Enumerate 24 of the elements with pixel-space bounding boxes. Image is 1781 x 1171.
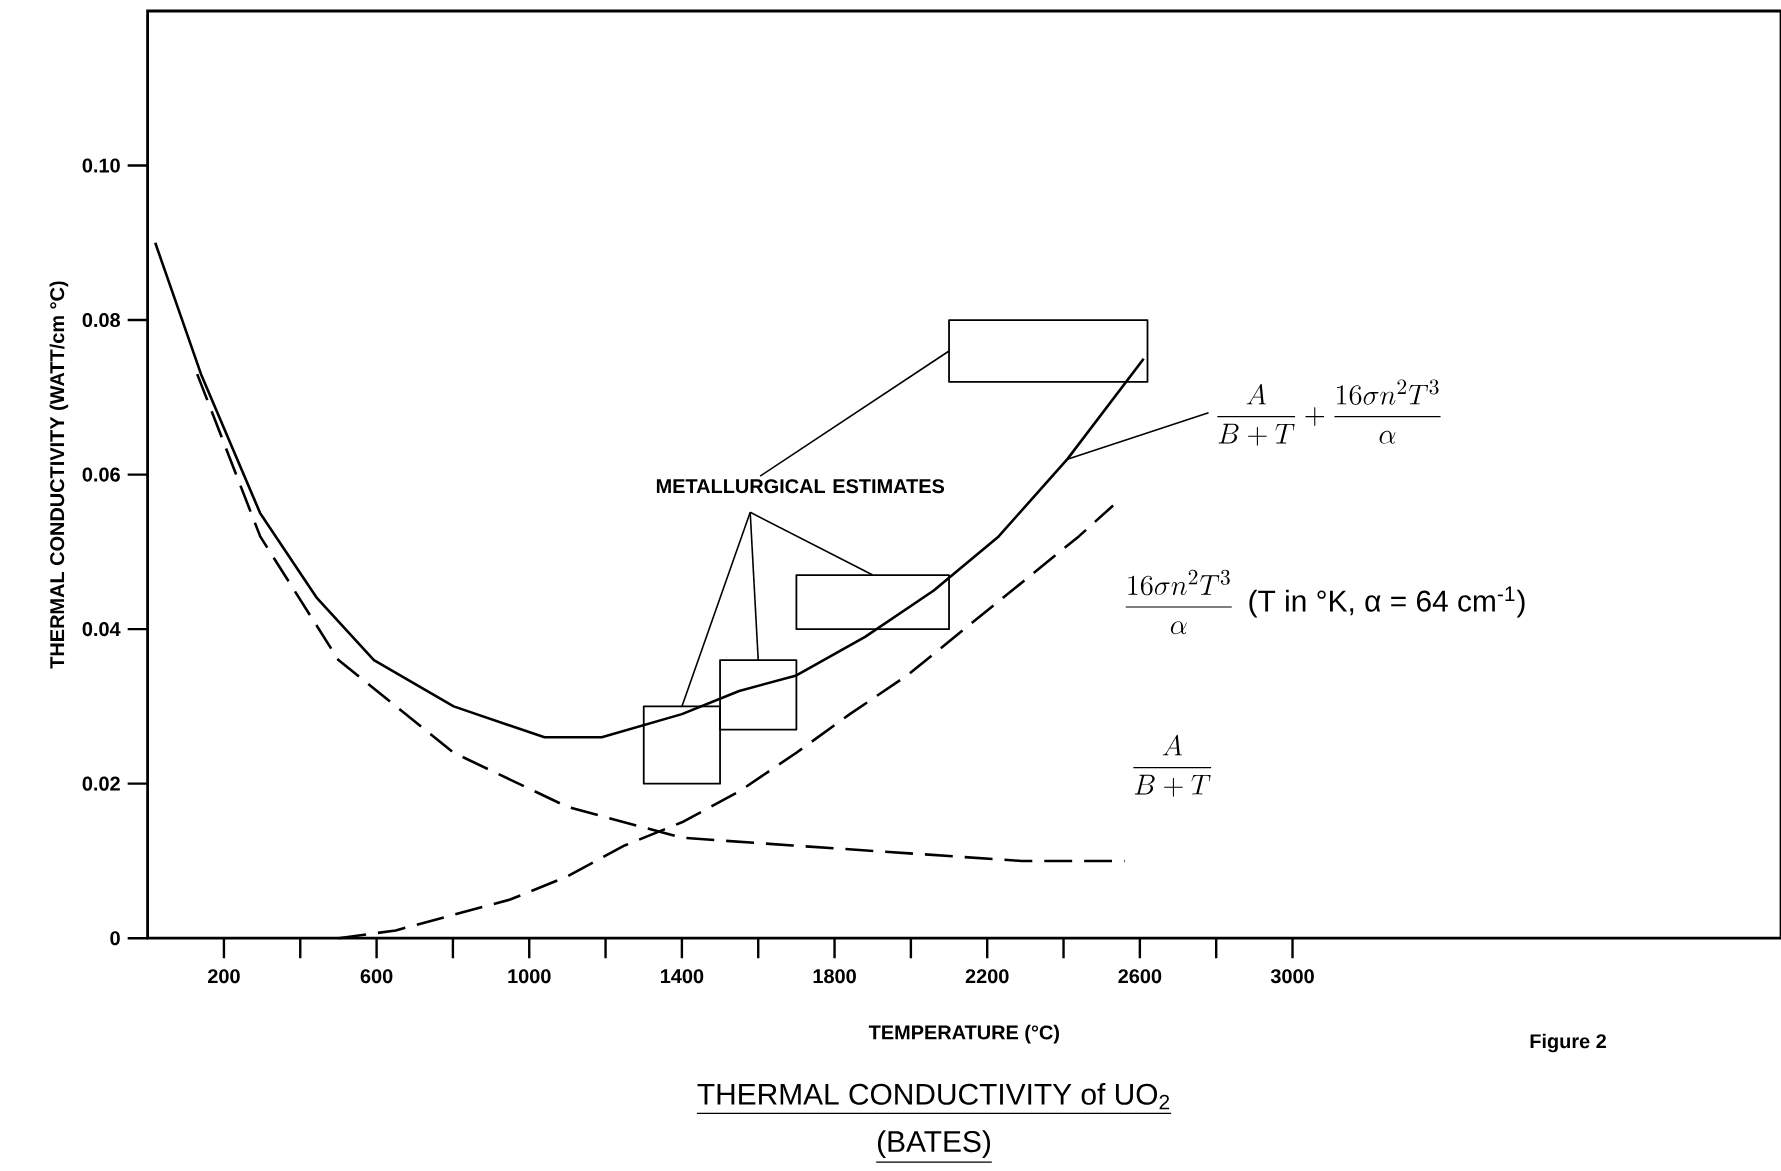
text: (BATES) xyxy=(878,1130,991,1159)
text: $\frac{A}{B+T}$ xyxy=(1133,734,1212,797)
x-tick-label: 2200 xyxy=(965,969,1009,984)
y-tick-label: 0.10 xyxy=(82,158,120,173)
annotation: (T in °K, α = 64 cm$^{-1}$) xyxy=(1249,586,1525,618)
x-tick-label: 1800 xyxy=(813,969,856,984)
y-tick-label: 0.02 xyxy=(82,776,120,791)
y-tick-label: 0.08 xyxy=(82,313,121,328)
caption: Figure 2 xyxy=(1530,1033,1606,1053)
x-axis-title: TEMPERATURE (°C) xyxy=(868,1024,1059,1044)
y-axis-title: THERMAL CONDUCTIVITY (WATT/cm °C) xyxy=(49,281,69,669)
y-tick-label: 0.06 xyxy=(82,467,120,482)
x-tick-label: 3000 xyxy=(1270,969,1314,984)
annotation: METALLURGICAL ESTIMATES xyxy=(656,479,945,494)
text: $\frac{16\sigma n^{2}T^{3}}{\alpha}$ xyxy=(1125,569,1232,635)
text: THERMAL CONDUCTIVITY of UO$_{2}$ xyxy=(697,1082,1170,1110)
y-tick-label: 0.04 xyxy=(82,622,121,637)
text: $\frac{A}{B+T}+\frac{16\sigma n^{2}T^{3}}{\alpha}$ xyxy=(1217,379,1441,446)
x-tick-label: 2600 xyxy=(1118,969,1162,984)
x-tick-label: 600 xyxy=(360,969,393,984)
y-tick-label: 0 xyxy=(110,931,120,946)
x-tick-label: 200 xyxy=(207,969,240,984)
x-tick-label: 1000 xyxy=(508,969,551,984)
x-tick-label: 1400 xyxy=(660,969,704,984)
